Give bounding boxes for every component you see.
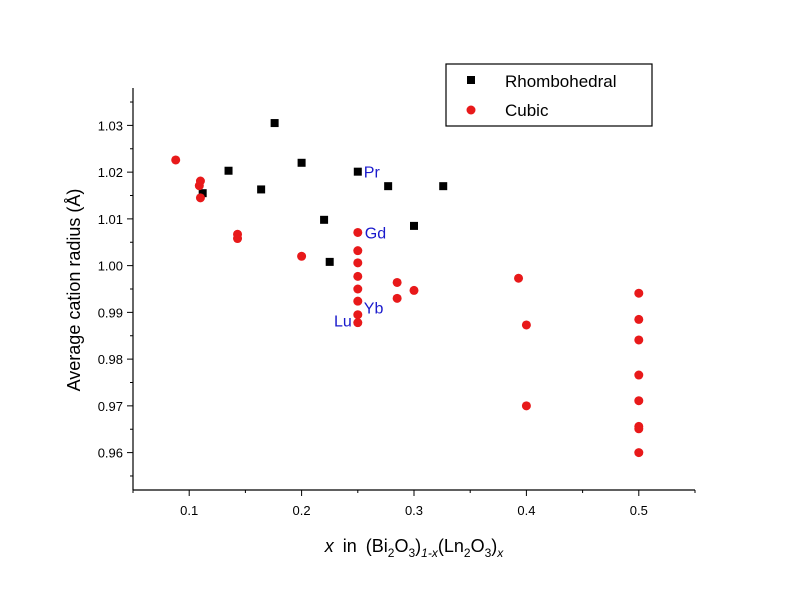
legend: Rhombohedral Cubic (445, 63, 653, 127)
data-point-circle (514, 273, 524, 283)
data-point-circle (409, 285, 419, 295)
data-point-circle (634, 396, 644, 406)
data-point-circle (171, 155, 181, 165)
data-point-circle (521, 401, 531, 411)
data-point-square (384, 182, 393, 191)
data-point-circle (634, 335, 644, 345)
data-point-circle (634, 370, 644, 380)
y-axis-title: Average cation radius (Å) (64, 189, 84, 392)
y-tick-label: 1.00 (98, 259, 123, 274)
y-tick-label: 0.97 (98, 399, 123, 414)
axis-tick-labels: 0.1 0.2 0.3 0.4 0.5 0.96 0.97 0.98 0.99 1.00 1.01 1… (98, 118, 648, 518)
annotation-layer: Pr Gd Yb Lu (334, 165, 386, 331)
data-point-square (325, 257, 334, 266)
data-point-circle (353, 258, 363, 268)
x-tick-label: 0.2 (293, 503, 311, 518)
data-point-square (439, 182, 448, 191)
data-point-circle (353, 271, 363, 281)
series-layer (171, 119, 644, 458)
legend-box (445, 63, 653, 127)
x-axis-title: x in (Bi2O3)1-x(Ln2O3)x (324, 536, 505, 560)
data-point-circle (634, 288, 644, 298)
data-point-square (297, 158, 306, 167)
annotation-yb: Yb (364, 301, 384, 318)
legend-marker-cubic (466, 105, 476, 115)
y-tick-label: 0.98 (98, 352, 123, 367)
annotation-lu: Lu (334, 314, 352, 331)
data-point-square (353, 167, 362, 176)
data-point-circle (353, 284, 363, 294)
data-point-square (410, 221, 418, 230)
x-tick-label: 0.1 (180, 503, 198, 518)
data-point-square (320, 215, 329, 224)
series-rhombohedral (198, 119, 448, 266)
data-point-circle (353, 310, 363, 320)
legend-label-cubic: Cubic (505, 101, 549, 120)
data-point-circle (233, 234, 243, 244)
data-point-square (224, 166, 233, 175)
data-point-square (270, 119, 279, 128)
y-tick-label: 0.96 (98, 446, 123, 461)
data-point-square (257, 185, 266, 194)
y-tick-label: 1.02 (98, 165, 123, 180)
data-point-circle (521, 320, 531, 330)
data-point-circle (353, 296, 363, 306)
annotation-pr: Pr (364, 165, 381, 182)
annotation-gd: Gd (365, 225, 386, 242)
y-tick-label: 1.01 (98, 212, 123, 227)
data-point-square (198, 189, 207, 198)
data-point-circle (353, 246, 363, 256)
x-tick-label: 0.4 (517, 503, 535, 518)
x-tick-label: 0.3 (405, 503, 423, 518)
data-point-circle (195, 176, 205, 186)
data-point-circle (297, 251, 307, 261)
data-point-circle (392, 293, 402, 303)
data-point-circle (195, 193, 205, 203)
data-point-circle (634, 424, 644, 434)
y-tick-label: 0.99 (98, 305, 123, 320)
legend-marker-rhombohedral (467, 76, 475, 84)
data-point-circle (353, 227, 363, 237)
data-point-circle (634, 448, 644, 458)
x-tick-label: 0.5 (630, 503, 648, 518)
data-point-circle (353, 318, 363, 328)
data-point-circle (634, 314, 644, 324)
legend-label-rhombohedral: Rhombohedral (505, 72, 617, 91)
axis-ticks (127, 101, 696, 496)
series-cubic (171, 155, 644, 458)
data-point-circle (392, 277, 402, 287)
y-tick-label: 1.03 (98, 118, 123, 133)
